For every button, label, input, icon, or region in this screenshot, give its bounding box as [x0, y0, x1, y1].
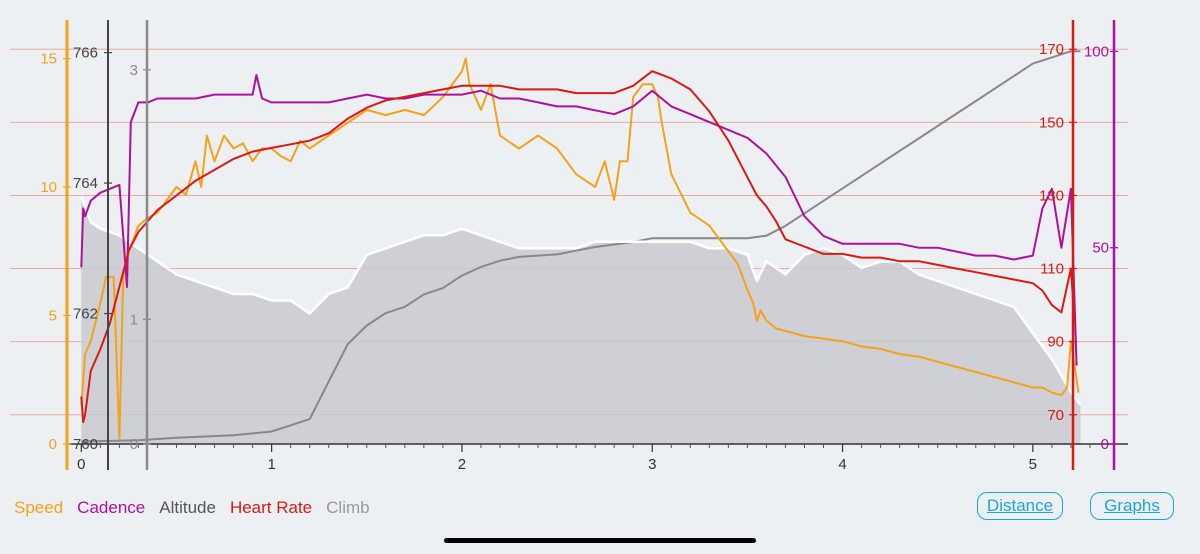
altitude-fill	[81, 196, 1081, 444]
cadence-tick-label-0: 0	[1101, 436, 1109, 453]
x-tick-label-5: 5	[1029, 456, 1037, 473]
legend-altitude: Altitude	[159, 498, 216, 517]
cadence-tick-label-50: 50	[1092, 240, 1109, 257]
series-layer	[80, 50, 1082, 443]
series-heart-rate	[80, 70, 1076, 424]
x-tick-label-2: 2	[458, 456, 466, 473]
heart-rate-tick-label-150: 150	[1039, 114, 1064, 131]
speed-tick-label-5: 5	[49, 308, 57, 325]
speed-tick-label-15: 15	[40, 51, 57, 68]
legend-speed: Speed	[14, 498, 64, 517]
altitude-area	[81, 196, 1081, 444]
x-tick-label-3: 3	[648, 456, 656, 473]
altitude-tick-label-760: 760	[73, 436, 98, 453]
x-tick-label-4: 4	[838, 456, 846, 473]
legend: Speed Cadence Altitude Heart Rate Climb	[14, 498, 370, 518]
graphs-button[interactable]: Graphs	[1090, 492, 1174, 520]
x-tick-label-1: 1	[267, 456, 275, 473]
altitude-tick-label-764: 764	[73, 175, 98, 192]
climb-tick-label-0: 0	[130, 436, 138, 453]
legend-heart-rate: Heart Rate	[229, 498, 313, 517]
speed-tick-label-10: 10	[40, 179, 57, 196]
speed-tick-label-0: 0	[49, 436, 57, 453]
heart-rate-tick-label-110: 110	[1040, 261, 1064, 278]
activity-chart: 0 1 2 3 4 51510507667647627603101701501301109…	[10, 20, 1128, 473]
series-cadence	[80, 74, 1078, 366]
heart-rate-tick-label-70: 70	[1047, 407, 1064, 424]
distance-button[interactable]: Distance	[977, 492, 1063, 520]
heart-rate-tick-label-170: 170	[1039, 41, 1064, 58]
axes-layer: 0 1 2 3 4 51510507667647627603101701501301109…	[40, 20, 1128, 473]
altitude-tick-label-766: 766	[73, 45, 98, 62]
cadence-tick-label-100: 100	[1084, 43, 1109, 60]
home-indicator	[444, 538, 756, 543]
series-speed	[80, 57, 1080, 440]
heart-rate-tick-label-90: 90	[1047, 334, 1064, 351]
legend-climb: Climb	[326, 498, 370, 517]
x-tick-label-0: 0	[77, 456, 85, 473]
altitude-tick-label-762: 762	[73, 306, 98, 323]
heart-rate-tick-label-130: 130	[1039, 187, 1064, 204]
climb-tick-label-1: 1	[130, 311, 138, 328]
legend-cadence: Cadence	[77, 498, 146, 517]
series-altitude	[80, 195, 1082, 406]
climb-tick-label-3: 3	[130, 62, 138, 79]
